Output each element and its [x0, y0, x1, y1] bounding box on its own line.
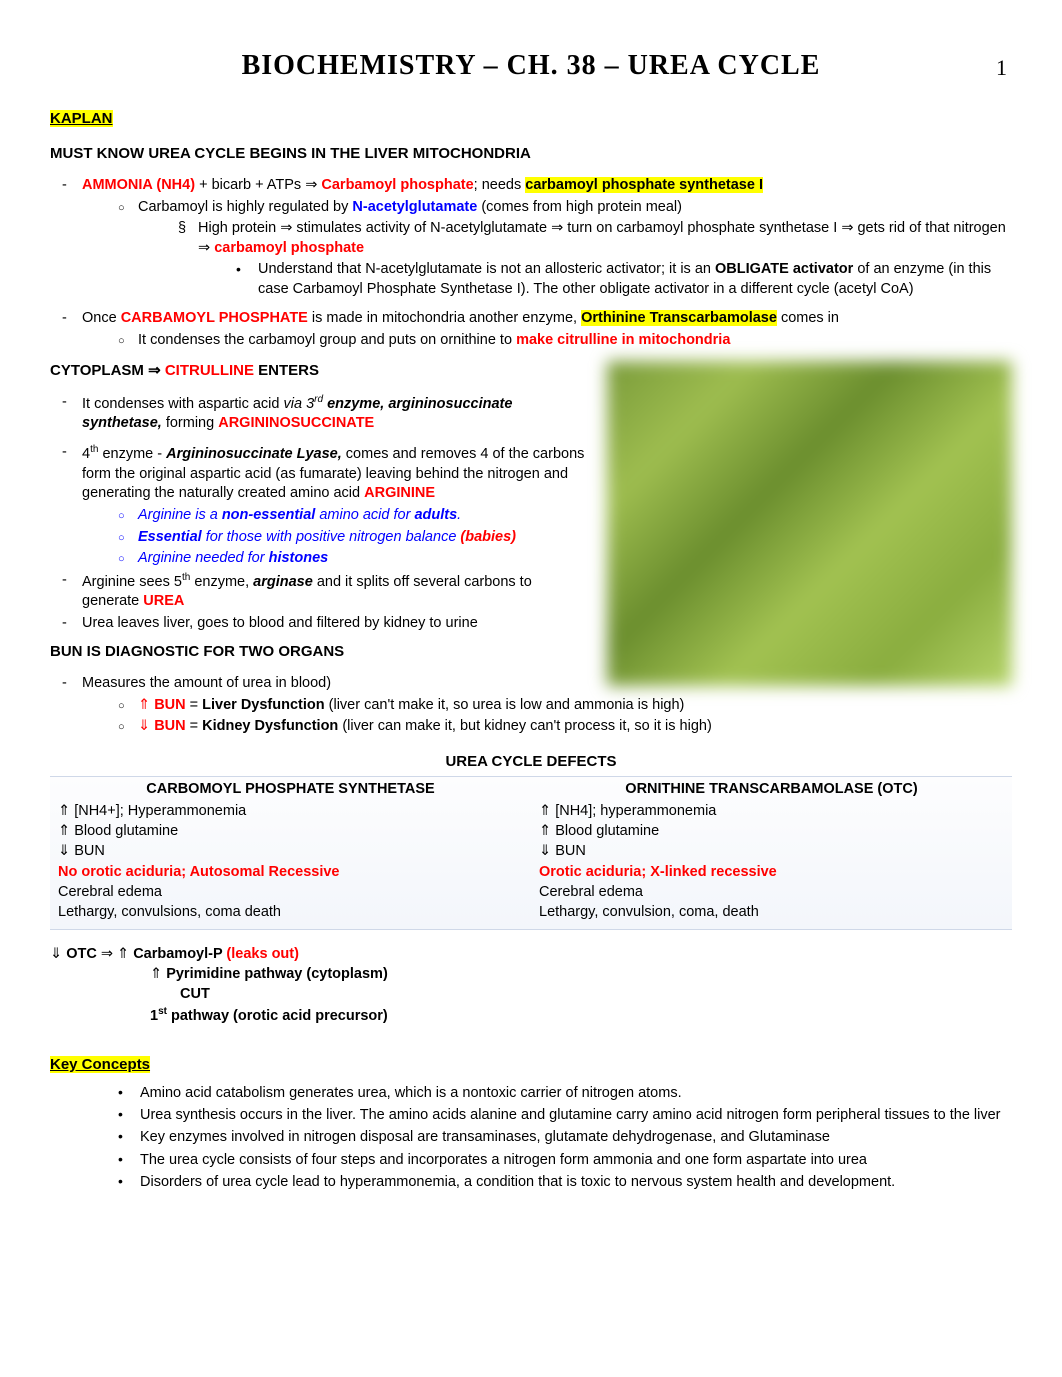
bun-measure-line: Measures the amount of urea in blood) [50, 674, 1012, 694]
page-number: 1 [996, 55, 1007, 81]
kc-3: Key enzymes involved in nitrogen disposa… [50, 1127, 1012, 1147]
carb-reg-line: Carbamoyl is highly regulated by N-acety… [50, 198, 1012, 218]
key-concepts-head: Key Concepts [50, 1056, 150, 1073]
arg-adults: Arginine is a non-essential amino acid f… [50, 506, 590, 526]
arginase-line: Arginine sees 5th enzyme, arginase and i… [50, 571, 590, 612]
defects-table: CARBOMOYL PHOSPHATE SYNTHETASE ⇑ [NH4+];… [50, 776, 1012, 930]
otc-block: ⇓ OTC ⇒ ⇑ Carbamoyl-P (leaks out) ⇑ Pyri… [50, 944, 1012, 1026]
kc-1: Amino acid catabolism generates urea, wh… [50, 1083, 1012, 1103]
defects-left-head: CARBOMOYL PHOSPHATE SYNTHETASE [58, 781, 523, 797]
high-protein-line: High protein ⇒ stimulates activity of N-… [50, 219, 1012, 258]
kaplan-label: KAPLAN [50, 110, 113, 127]
arg-babies: Essential for those with positive nitrog… [50, 528, 590, 548]
kc-5: Disorders of urea cycle lead to hyperamm… [50, 1172, 1012, 1192]
page-title: BIOCHEMISTRY – CH. 38 – UREA CYCLE [50, 50, 1012, 82]
bun-up-line: ⇑ BUN = Liver Dysfunction (liver can't m… [50, 696, 1012, 716]
once-cp-line: Once CARBAMOYL PHOSPHATE is made in mito… [50, 309, 1012, 329]
must-know-heading: MUST KNOW UREA CYCLE BEGINS IN THE LIVER… [50, 145, 1012, 162]
bun-down-line: ⇓ BUN = Kidney Dysfunction (liver can ma… [50, 717, 1012, 737]
urea-leaves-line: Urea leaves liver, goes to blood and fil… [50, 614, 590, 634]
kc-2: Urea synthesis occurs in the liver. The … [50, 1105, 1012, 1125]
kc-4: The urea cycle consists of four steps an… [50, 1150, 1012, 1170]
defects-title: UREA CYCLE DEFECTS [50, 753, 1012, 770]
aspartic-line: It condenses with aspartic acid via 3rd … [50, 393, 590, 434]
lyase-line: 4th enzyme - Argininosuccinate Lyase, co… [50, 443, 590, 504]
ammonia-line: AMMONIA (NH4) + bicarb + ATPs ⇒ Carbamoy… [50, 176, 1012, 196]
condenses-line: It condenses the carbamoyl group and put… [50, 331, 1012, 351]
urea-cycle-diagram [607, 361, 1012, 686]
arg-histones: Arginine needed for histones [50, 549, 590, 569]
defects-right-head: ORNITHINE TRANSCARBAMOLASE (OTC) [539, 781, 1004, 797]
obligate-line: Understand that N-acetylglutamate is not… [50, 260, 1012, 299]
